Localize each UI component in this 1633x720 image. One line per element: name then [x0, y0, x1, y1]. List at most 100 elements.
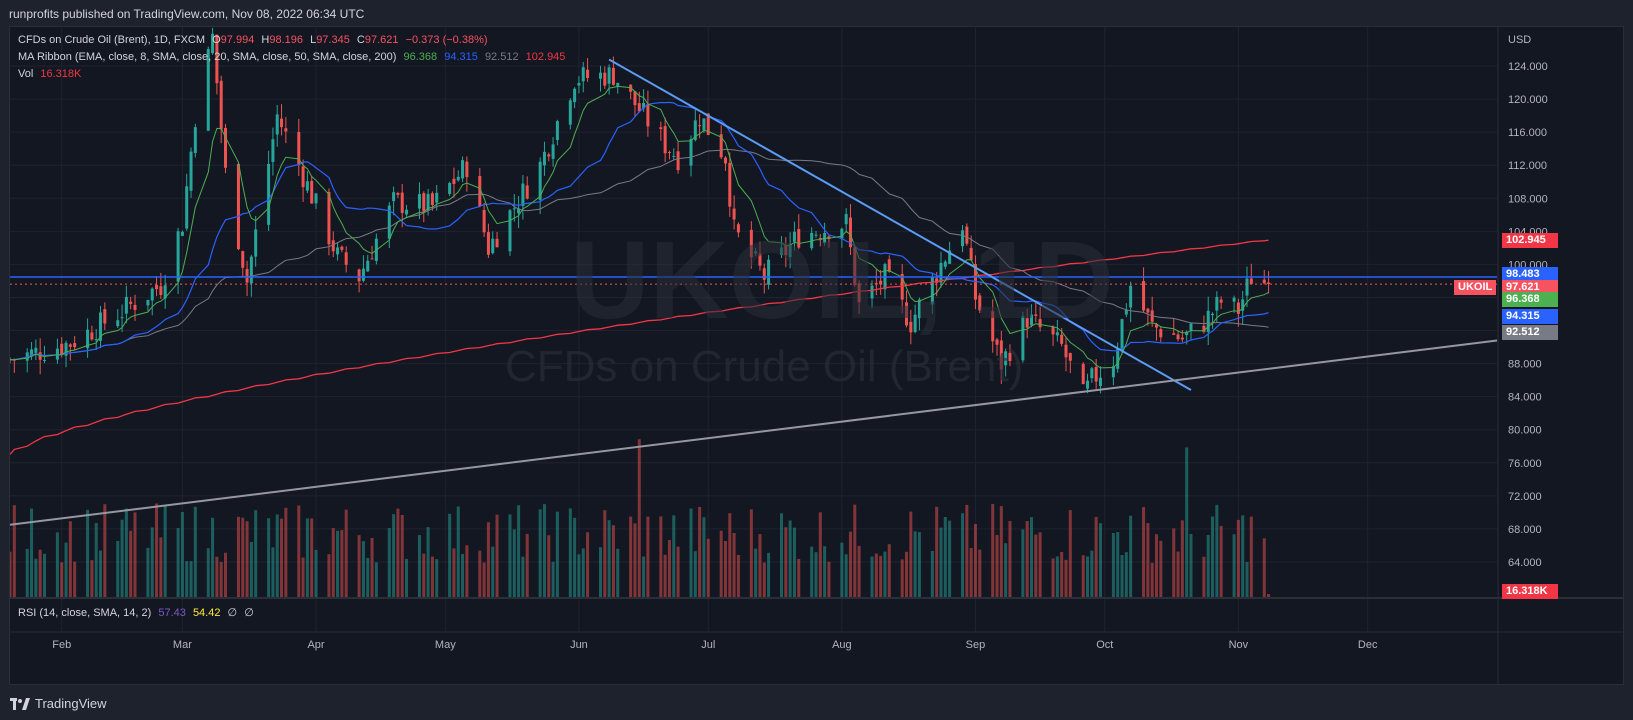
- price-tick-label: 68.000: [1508, 524, 1542, 536]
- sma20-line: [10, 101, 1269, 361]
- time-tick-label: May: [435, 639, 456, 651]
- ema8-line: [10, 85, 1269, 369]
- volume-bar: [465, 545, 469, 598]
- volume-bar: [611, 525, 615, 598]
- candle-body: [1211, 313, 1215, 316]
- ma-ribbon-label[interactable]: MA Ribbon (EMA, close, 8, SMA, close, 20…: [18, 51, 397, 63]
- volume-bar: [1142, 507, 1146, 598]
- volume-bar: [676, 546, 680, 598]
- candle-body: [478, 175, 482, 207]
- volume-bar: [1232, 534, 1236, 598]
- candle-body: [30, 349, 34, 357]
- volume-bar: [555, 511, 559, 598]
- legend-rsi-row[interactable]: RSI (14, close, SMA, 14, 2) 57.43 54.42 …: [18, 606, 258, 620]
- volume-bar: [538, 509, 542, 598]
- volume-bar: [706, 538, 710, 598]
- candle-body: [853, 247, 857, 285]
- volume-bar: [116, 540, 120, 598]
- volume-bar: [758, 534, 762, 598]
- volume-bar: [1081, 555, 1085, 598]
- candle-body: [241, 251, 245, 268]
- volume-bar: [732, 532, 736, 598]
- candle-body: [577, 82, 581, 86]
- candle-body: [245, 268, 249, 283]
- vol-label[interactable]: Vol: [18, 68, 34, 80]
- volume-bar: [495, 514, 499, 598]
- close-value: 97.621: [364, 34, 399, 46]
- price-tick-label: 108.000: [1508, 193, 1548, 205]
- candle-body: [797, 228, 801, 248]
- volume-bar: [517, 505, 521, 598]
- volume-bar: [310, 518, 314, 598]
- volume-bar: [978, 549, 982, 598]
- candle-body: [978, 295, 982, 311]
- candle-body: [310, 180, 314, 204]
- candle-body: [784, 245, 788, 256]
- legend-vol-row[interactable]: Vol 16.318K: [18, 67, 85, 81]
- volume-bar: [637, 439, 641, 598]
- candle-body: [551, 144, 555, 159]
- tradingview-logo[interactable]: TradingView: [10, 696, 107, 711]
- candle-body: [34, 347, 38, 353]
- volume-bar: [42, 553, 46, 598]
- candle-body: [702, 118, 706, 131]
- candle-body: [840, 228, 844, 239]
- candle-body: [965, 226, 969, 244]
- candle-body: [1249, 278, 1253, 284]
- candle-body: [749, 229, 753, 258]
- candle-body: [99, 312, 103, 341]
- volume-bar: [573, 517, 577, 598]
- volume-bar: [762, 562, 766, 598]
- candle-body: [788, 244, 792, 258]
- candle-body: [1098, 377, 1102, 387]
- candle-body: [814, 234, 818, 236]
- candle-body: [568, 100, 572, 125]
- chart-frame[interactable]: USD 124.000 120.000 116.000 112.000 108.000 10…: [9, 26, 1624, 685]
- volume-bar: [392, 514, 396, 598]
- volume-bar: [64, 542, 68, 598]
- tradingview-logo-icon: [10, 697, 30, 710]
- candle-body: [672, 156, 676, 158]
- volume-bar: [456, 506, 460, 598]
- volume-bar: [1094, 516, 1098, 598]
- candle-body: [327, 191, 331, 245]
- volume-bar: [448, 513, 452, 598]
- candle-body: [435, 192, 439, 203]
- candlesticks: [10, 27, 1271, 394]
- candle-body: [236, 163, 240, 250]
- candle-body: [461, 160, 465, 179]
- candle-body: [133, 304, 137, 310]
- legend-ma-row[interactable]: MA Ribbon (EMA, close, 8, SMA, close, 20…: [18, 50, 569, 64]
- price-tick-label: 112.000: [1508, 160, 1547, 172]
- candle-body: [491, 238, 495, 254]
- volume-bar: [788, 520, 792, 598]
- volume-bar: [1215, 504, 1219, 598]
- candle-body: [1241, 299, 1245, 311]
- volume-bar: [1060, 552, 1064, 598]
- candle-body: [909, 321, 913, 333]
- volume-bar: [55, 532, 59, 598]
- footer: TradingView: [0, 690, 1633, 720]
- price-tick-label: 80.000: [1508, 425, 1542, 437]
- legend-symbol-row[interactable]: CFDs on Crude Oil (Brent), 1D, FXCM O97.…: [18, 33, 496, 47]
- price-chart-canvas[interactable]: USD 124.000 120.000 116.000 112.000 108.000 10…: [10, 27, 1624, 685]
- open-value: 97.994: [220, 34, 255, 46]
- volume-bar: [780, 513, 784, 598]
- candle-body: [284, 128, 288, 132]
- volume-bar: [163, 505, 167, 598]
- volume-bar: [189, 561, 193, 598]
- volume-bar: [991, 503, 995, 598]
- rsi-label[interactable]: RSI (14, close, SMA, 14, 2): [18, 607, 152, 619]
- candle-body: [38, 352, 42, 360]
- volume-bar: [1267, 594, 1271, 598]
- candle-body: [1094, 367, 1098, 382]
- candle-body: [995, 339, 999, 345]
- high-value: 98.196: [269, 34, 303, 46]
- legend-symbol[interactable]: CFDs on Crude Oil (Brent), 1D, FXCM: [18, 34, 206, 46]
- volume-bar: [1124, 552, 1128, 598]
- price-tick-label: 72.000: [1508, 491, 1542, 503]
- volume-bar: [1219, 525, 1223, 598]
- candle-body: [586, 69, 590, 79]
- volume-bar: [1202, 556, 1206, 598]
- ma8-price-tag: 96.368: [1502, 292, 1558, 308]
